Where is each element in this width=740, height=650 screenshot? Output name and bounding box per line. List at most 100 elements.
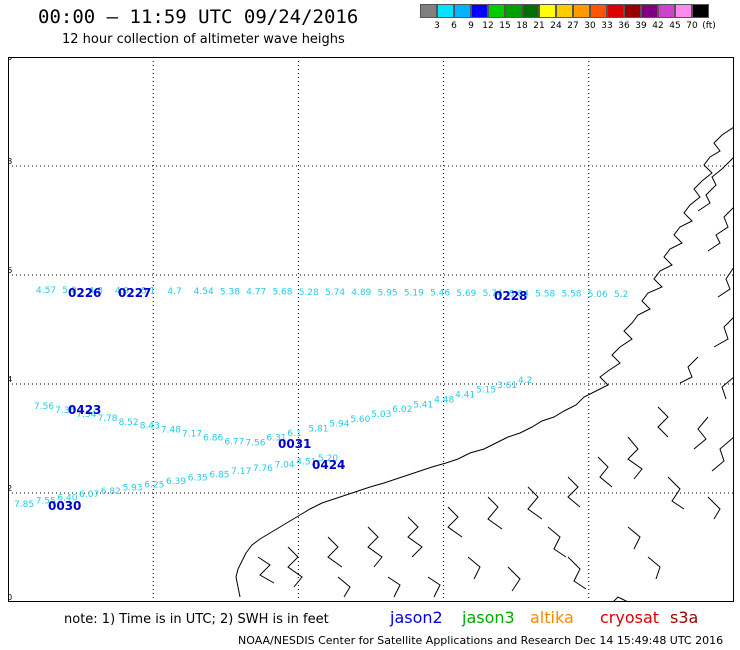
lat-tick-label: 60 <box>8 593 12 602</box>
wave-height-label: 7.56 <box>245 438 265 448</box>
satellite-s3a: s3a <box>670 608 699 627</box>
wave-height-map: 03691215706866646260 4.575.04.84.95.14.7… <box>8 57 734 602</box>
wave-height-label: 4.41 <box>455 391 475 401</box>
wave-height-label: 7.78 <box>97 414 117 424</box>
coastline-segment <box>507 566 521 592</box>
wave-height-label: 5.41 <box>413 400 433 410</box>
coastline-segment <box>713 316 734 348</box>
lat-tick-label: 64 <box>8 375 12 384</box>
map-frame <box>8 57 734 602</box>
wave-height-label: 5.46 <box>430 289 450 299</box>
coastline-segment <box>597 456 613 488</box>
wave-height-label: 7.34 <box>76 410 96 420</box>
wave-height-label: 7.36 <box>55 406 75 416</box>
lat-tick-label: 66 <box>8 266 12 275</box>
wave-height-label: 7.56 <box>34 402 54 412</box>
credit-line: NOAA/NESDIS Center for Satellite Applica… <box>238 634 724 647</box>
legend-label: 18 <box>516 21 528 31</box>
wave-height-label: 4.2 <box>518 376 532 386</box>
coastline-segment <box>721 376 734 400</box>
legend-label: 30 <box>584 21 596 31</box>
legend-label: 24 <box>550 21 562 31</box>
wave-height-label: 7.76 <box>253 464 273 474</box>
wave-height-label: 5.0 <box>62 286 77 296</box>
coastline-segment <box>707 496 721 520</box>
coastline-segment <box>567 476 581 508</box>
legend-swatch <box>573 4 590 18</box>
coastline-segment <box>527 486 543 520</box>
wave-height-label: 7.55 <box>36 497 56 507</box>
legend-label: 6 <box>451 21 457 31</box>
wave-height-label: 4.54 <box>194 287 214 297</box>
wave-height-label: 6.82 <box>101 487 121 497</box>
wave-height-label: 5.95 <box>378 288 398 298</box>
coastline-segment <box>487 496 503 530</box>
coastline-segment <box>657 406 669 438</box>
legend-swatch <box>454 4 471 18</box>
coastline-segment <box>697 156 734 212</box>
legend-label: 45 <box>669 21 681 31</box>
wave-height-label: 6.39 <box>166 477 186 487</box>
legend-swatch <box>692 4 709 18</box>
page-title: 00:00 – 11:59 UTC 09/24/2016 <box>38 6 359 28</box>
lat-tick-label: 70 <box>8 57 12 62</box>
wave-height-label: 5.1 <box>141 287 155 297</box>
coastline-segment <box>567 556 587 590</box>
wave-height-label: 5.19 <box>404 289 424 299</box>
legend-label: 3 <box>434 21 440 31</box>
legend-swatch <box>488 4 505 18</box>
legend-label: 70 <box>686 21 698 31</box>
legend-swatch <box>658 4 675 18</box>
legend-label: 27 <box>567 21 579 31</box>
legend-swatch <box>641 4 658 18</box>
track-time-label: 0226 <box>68 286 101 300</box>
wave-height-label: 8.52 <box>119 418 139 428</box>
coastline-segment <box>547 526 567 558</box>
legend-swatch <box>437 4 454 18</box>
legend-swatch <box>556 4 573 18</box>
wave-height-label: 5.58 <box>535 289 555 299</box>
legend-label: 42 <box>652 21 664 31</box>
wave-height-label: 5.06 <box>588 290 608 300</box>
legend-swatch <box>539 4 556 18</box>
satellite-jason2: jason2 <box>390 608 443 627</box>
track-time-label: 0423 <box>68 403 101 417</box>
lat-tick-label: 62 <box>8 484 12 493</box>
wave-height-label: 5.28 <box>299 288 319 298</box>
track-time-label: 0030 <box>48 499 81 513</box>
coastline-segment <box>667 476 685 510</box>
wave-height-label: 6.85 <box>209 470 229 480</box>
footer-note: note: 1) Time is in UTC; 2) SWH is in fe… <box>64 612 329 627</box>
legend-label: 9 <box>468 21 474 31</box>
track-time-label: 0424 <box>312 458 345 472</box>
wave-height-label: 4.8 <box>89 286 104 296</box>
coastline-segment <box>627 436 643 480</box>
coastline-segment <box>235 126 734 598</box>
wave-height-label: 4.7 <box>167 287 181 297</box>
wave-height-label: 4.9 <box>115 287 130 297</box>
coastline-segment <box>711 436 734 472</box>
track-time-label: 0031 <box>278 437 311 451</box>
coastline-segment <box>679 356 699 384</box>
coastline-segment <box>407 516 423 558</box>
wave-height-label: 5.93 <box>123 484 143 494</box>
satellite-altika: altika <box>530 608 574 627</box>
wave-height-label: 5.84 <box>509 289 529 299</box>
coastline-segment <box>257 556 275 584</box>
wave-height-label: 6.1 <box>287 429 301 439</box>
legend-label: 12 <box>482 21 494 31</box>
coastline-segment <box>717 266 734 298</box>
wave-height-label: 5.68 <box>272 288 292 298</box>
legend-swatch <box>607 4 624 18</box>
wave-height-label: 5.60 <box>350 415 370 425</box>
legend-label: 21 <box>533 21 545 31</box>
wave-height-label: 5.74 <box>325 288 345 298</box>
lat-tick-label: 68 <box>8 157 12 166</box>
wave-height-label: 5.94 <box>329 420 349 430</box>
legend-swatch <box>522 4 539 18</box>
axis-ticks: 03691215706866646260 <box>8 57 12 602</box>
coastline-segment <box>612 596 629 602</box>
coastline-segment <box>337 576 351 598</box>
graticule <box>8 57 734 602</box>
legend-swatch <box>675 4 692 18</box>
